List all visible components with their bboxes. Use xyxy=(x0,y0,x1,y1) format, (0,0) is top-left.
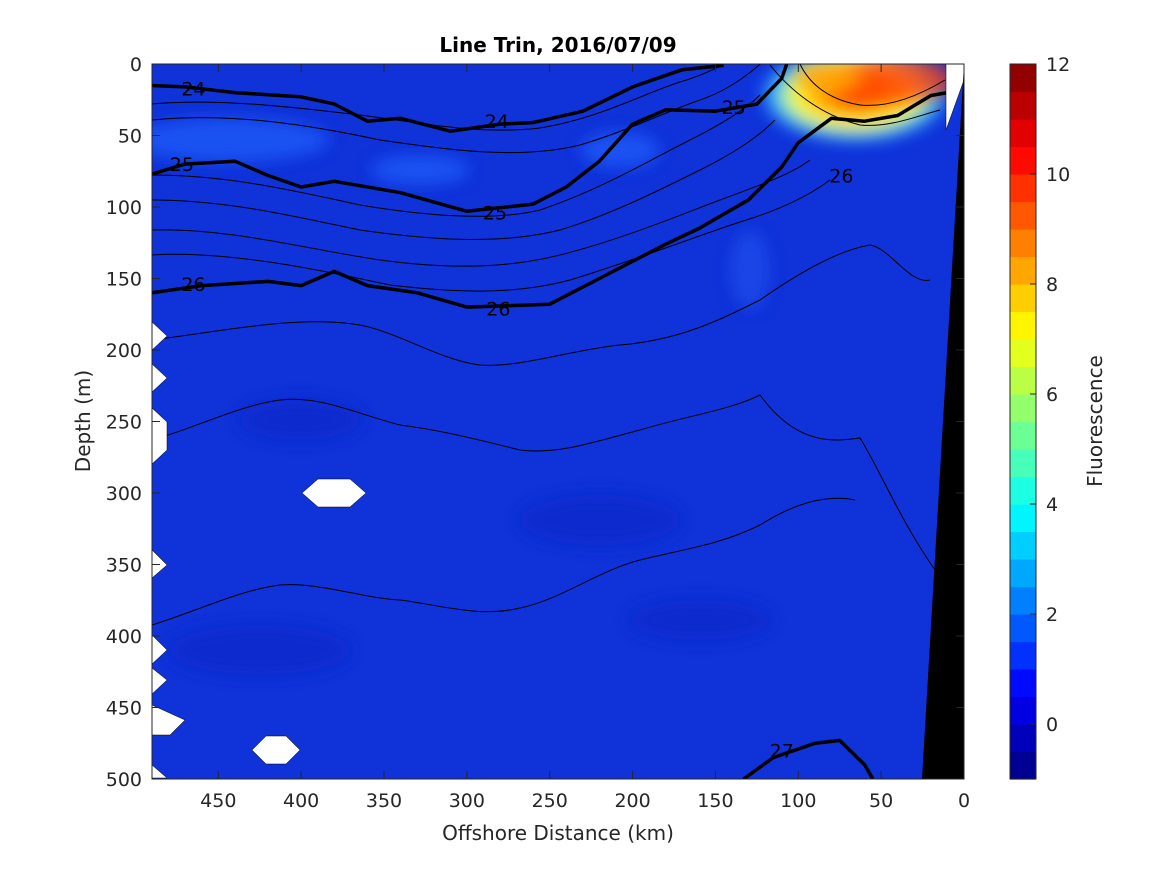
y-tick-label: 300 xyxy=(106,483,142,505)
y-tick-label: 50 xyxy=(118,126,142,148)
colorbar-label: Fluorescence xyxy=(1083,355,1107,487)
colorbar-band xyxy=(1010,504,1036,533)
contour-label: 27 xyxy=(770,740,794,762)
colorbar-tick-label: 2 xyxy=(1046,604,1058,626)
colorbar-tick-label: 0 xyxy=(1046,714,1058,736)
y-tick-label: 400 xyxy=(106,626,142,648)
colorbar-tick-label: 12 xyxy=(1046,54,1070,76)
density-contour-25 xyxy=(152,64,789,214)
x-axis-label: Offshore Distance (km) xyxy=(442,821,674,845)
y-tick-label: 450 xyxy=(106,698,142,720)
colorbar-band xyxy=(1010,284,1036,313)
x-tick-label: 400 xyxy=(283,790,319,812)
contour-label: 24 xyxy=(181,78,205,100)
colorbar-band xyxy=(1010,339,1036,368)
colorbar-band xyxy=(1010,614,1036,643)
labelled-density-contours xyxy=(152,64,948,779)
colorbar-band xyxy=(1010,256,1036,285)
colorbar-band xyxy=(1010,559,1036,588)
colorbar-frame xyxy=(1009,63,1037,780)
colorbar-band xyxy=(1010,421,1036,450)
x-tick-label: 150 xyxy=(697,790,733,812)
colorbar-band xyxy=(1010,119,1036,148)
no-data-gaps xyxy=(152,64,964,779)
x-tick-label: 350 xyxy=(366,790,402,812)
colorbar-band xyxy=(1010,201,1036,230)
x-tick-label: 250 xyxy=(532,790,568,812)
x-axis: 450 400 350 300 250 200 150 100 50 0 xyxy=(200,64,970,812)
colorbar-band xyxy=(1010,641,1036,670)
y-tick-label: 0 xyxy=(130,54,142,76)
y-axis: 0 50 100 150 200 250 300 350 400 450 500 xyxy=(106,54,964,791)
colorbar-tick-label: 4 xyxy=(1046,494,1058,516)
colorbar-band xyxy=(1010,394,1036,423)
contour-label: 24 xyxy=(485,111,509,133)
colorbar-band xyxy=(1010,91,1036,120)
colorbar-band xyxy=(1010,174,1036,203)
colorbar-band xyxy=(1010,449,1036,478)
x-tick-label: 200 xyxy=(614,790,650,812)
x-tick-label: 300 xyxy=(449,790,485,812)
fluorescence-field xyxy=(152,118,770,675)
colorbar: 0 2 4 6 8 10 12 Fluorescence xyxy=(1009,54,1107,780)
colorbar-band xyxy=(1010,669,1036,698)
contour-labels: 24 24 25 25 25 26 26 26 27 xyxy=(170,78,854,762)
contour-label: 26 xyxy=(829,166,853,188)
y-tick-label: 150 xyxy=(106,269,142,291)
colorbar-ticks: 0 2 4 6 8 10 12 xyxy=(1030,54,1070,736)
thin-density-contours xyxy=(152,64,946,626)
colorbar-band xyxy=(1010,229,1036,258)
density-contour-24 xyxy=(152,64,724,133)
colorbar-tick-label: 10 xyxy=(1046,164,1070,186)
colorbar-band xyxy=(1010,476,1036,505)
colorbar-band xyxy=(1010,311,1036,340)
colorbar-band xyxy=(1010,751,1036,780)
colorbar-band xyxy=(1010,64,1036,93)
colorbar-band xyxy=(1010,366,1036,395)
seafloor-bathymetry xyxy=(922,64,964,779)
density-contour-27 xyxy=(742,738,875,779)
x-tick-label: 100 xyxy=(780,790,816,812)
colorbar-band xyxy=(1010,531,1036,560)
colorbar-band xyxy=(1010,146,1036,175)
fluorescence-hotspot xyxy=(755,64,955,145)
chart-title: Line Trin, 2016/07/09 xyxy=(439,33,676,57)
contour-label: 26 xyxy=(486,299,510,321)
contour-label: 26 xyxy=(181,274,205,296)
y-axis-label: Depth (m) xyxy=(71,370,95,472)
x-tick-label: 450 xyxy=(200,790,236,812)
y-tick-label: 200 xyxy=(106,340,142,362)
density-contour-26 xyxy=(152,90,948,309)
colorbar-tick-label: 8 xyxy=(1046,274,1058,296)
colorbar-band xyxy=(1010,696,1036,725)
contour-label: 25 xyxy=(722,97,746,119)
colorbar-band xyxy=(1010,724,1036,753)
y-tick-label: 350 xyxy=(106,555,142,577)
y-tick-label: 100 xyxy=(106,197,142,219)
x-tick-label: 0 xyxy=(958,790,970,812)
y-tick-label: 500 xyxy=(106,769,142,791)
colorbar-bands xyxy=(1010,64,1036,780)
contour-label: 25 xyxy=(170,154,194,176)
x-tick-label: 50 xyxy=(869,790,893,812)
colorbar-tick-label: 6 xyxy=(1046,384,1058,406)
contour-label: 25 xyxy=(483,203,507,225)
y-tick-label: 250 xyxy=(106,412,142,434)
colorbar-band xyxy=(1010,586,1036,615)
